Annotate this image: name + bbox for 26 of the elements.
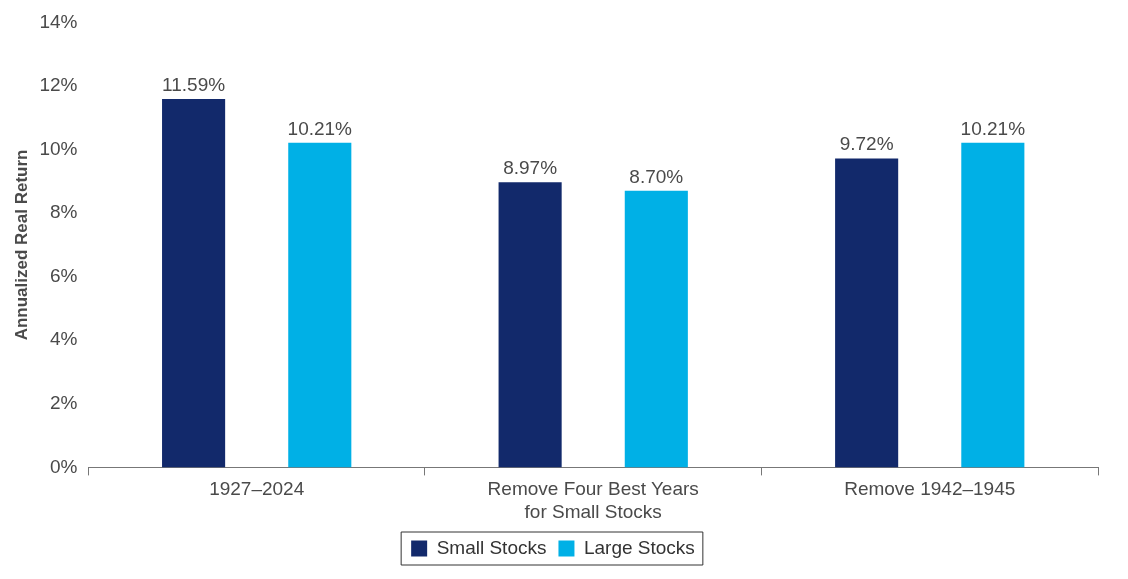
y-tick-label: 0% xyxy=(49,455,78,477)
data-label: 8.97% xyxy=(503,157,558,179)
x-tick-label: Remove 1942–1945 xyxy=(844,478,1016,500)
y-tick-label: 12% xyxy=(39,74,78,96)
y-tick-label: 4% xyxy=(49,328,78,350)
y-tick-label: 6% xyxy=(49,264,78,286)
bar xyxy=(961,142,1025,468)
y-axis-title: Annualized Real Return xyxy=(11,149,31,341)
bar xyxy=(288,142,352,468)
data-label: 10.21% xyxy=(287,117,353,139)
y-tick-label: 8% xyxy=(49,201,78,223)
data-label: 10.21% xyxy=(960,117,1026,139)
bar xyxy=(162,99,226,468)
data-label: 11.59% xyxy=(162,73,226,95)
bar xyxy=(835,158,899,468)
y-tick-label: 14% xyxy=(39,10,78,32)
x-tick-label: Remove Four Best Years for Small Stocks xyxy=(487,478,699,522)
bar xyxy=(624,190,688,468)
data-label: 8.70% xyxy=(629,165,684,187)
legend-label: Large Stocks xyxy=(583,536,695,558)
x-tick-label: 1927–2024 xyxy=(209,478,305,500)
bar xyxy=(498,182,562,468)
y-tick-label: 10% xyxy=(39,137,78,159)
data-label: 9.72% xyxy=(839,133,894,155)
y-tick-label: 2% xyxy=(49,392,78,414)
legend-label: Small Stocks xyxy=(436,536,547,558)
